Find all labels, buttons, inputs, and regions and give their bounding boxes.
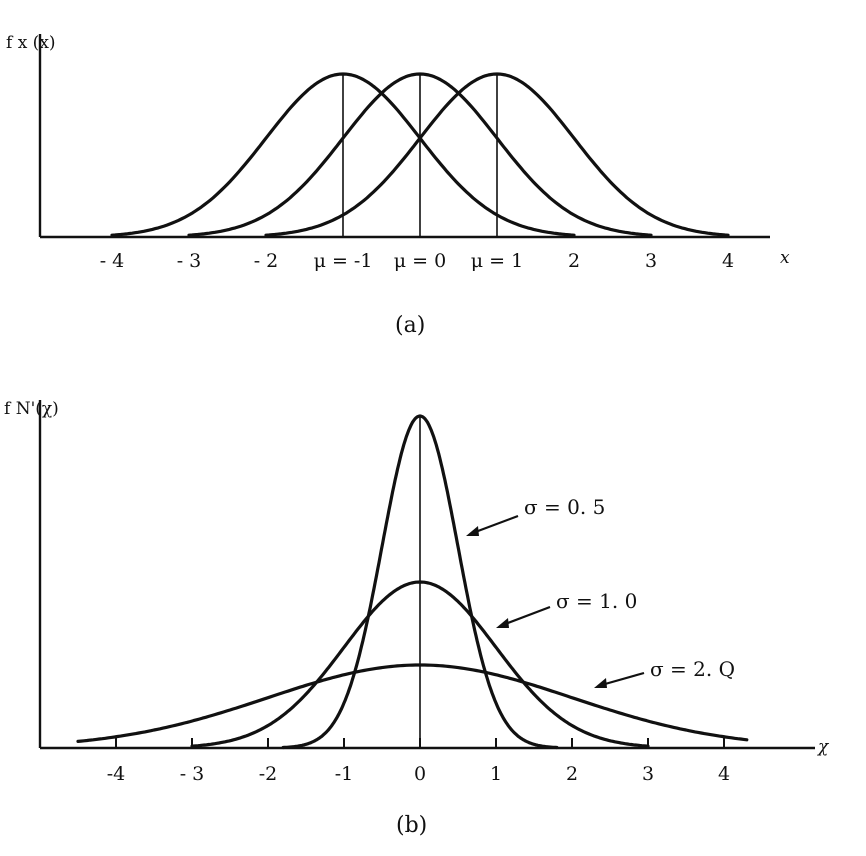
x-tick-label: 2 (566, 763, 578, 785)
annotation-sigma-1-0: σ = 1. 0 (556, 589, 637, 613)
x-tick-label: 1 (490, 763, 502, 785)
x-tick-label: - 3 (180, 763, 205, 785)
x-tick-label: 0 (414, 763, 426, 785)
x-tick-label: μ = 1 (471, 250, 523, 272)
panel-b: f N'(χ) χ -4 - 3 -2 -1 0 1 2 3 4 σ = 0. 5 σ = 1.… (4, 399, 830, 838)
x-tick-label: 3 (645, 250, 657, 272)
annotation-sigma-2-0: σ = 2. Q (650, 657, 735, 681)
x-ticks: - 4 - 3 - 2 μ = -1 μ = 0 μ = 1 2 3 4 (100, 250, 734, 272)
curves (76, 414, 749, 750)
x-tick-label: 3 (642, 763, 654, 785)
x-tick-label: - 4 (100, 250, 125, 272)
curves (110, 72, 730, 237)
x-ticks: -4 - 3 -2 -1 0 1 2 3 4 (107, 738, 730, 785)
x-tick-label: 4 (718, 763, 730, 785)
x-axis-title: χ (817, 737, 830, 757)
curve-mu-neg1 (110, 72, 576, 237)
annotation-sigma-0-5: σ = 0. 5 (524, 495, 605, 519)
x-tick-label: -2 (259, 763, 278, 785)
x-tick-label: μ = 0 (394, 250, 446, 272)
caption-b: (b) (396, 813, 427, 838)
mean-lines (342, 74, 498, 237)
x-tick-label: - 2 (254, 250, 279, 272)
y-axis-title: f N'(χ) (4, 399, 59, 419)
curve-mu-1 (264, 72, 730, 237)
x-tick-label: -4 (107, 763, 126, 785)
arrow-head-icon (466, 526, 479, 536)
x-tick-label: 2 (568, 250, 580, 272)
curve-sigma-2 (76, 663, 749, 743)
curve-mu-0 (187, 72, 653, 237)
x-tick-label: -1 (335, 763, 354, 785)
arrow-head-icon (594, 678, 607, 688)
x-tick-label: - 3 (177, 250, 202, 272)
arrow-head-icon (496, 618, 509, 628)
y-axis-title: f x (x) (6, 33, 56, 53)
x-tick-label: μ = -1 (314, 250, 373, 272)
x-axis-title: x (780, 248, 790, 268)
panel-a: f x (x) x - 4 - 3 - 2 μ = -1 μ = 0 μ = 1 2 3 4 (… (6, 33, 790, 338)
caption-a: (a) (395, 313, 425, 338)
x-tick-label: 4 (722, 250, 734, 272)
